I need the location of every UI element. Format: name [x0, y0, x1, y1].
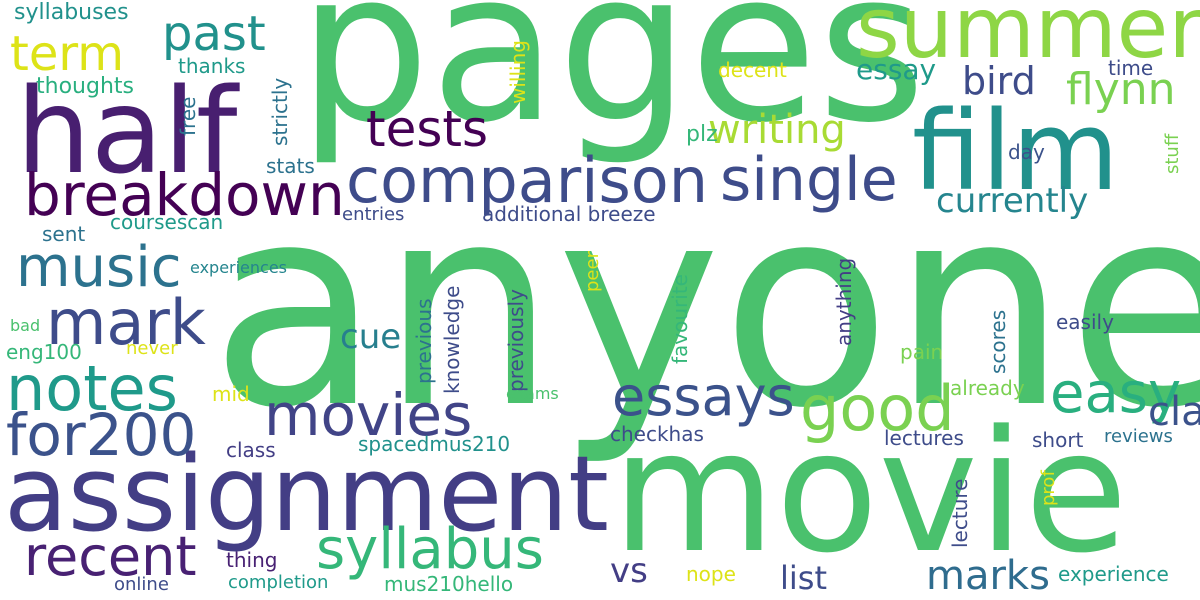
- word-knowledge: knowledge: [440, 285, 464, 394]
- word-never: never: [126, 338, 178, 359]
- word-flynn: flynn: [1066, 64, 1176, 115]
- word-anything: anything: [832, 257, 856, 346]
- word-currently: currently: [936, 181, 1089, 221]
- word-previous: previous: [412, 298, 436, 384]
- word-syllabus: syllabus: [316, 517, 544, 582]
- word-mark: mark: [46, 286, 206, 359]
- word-free: free: [176, 96, 200, 136]
- word-favourite: favourite: [668, 274, 692, 364]
- word-for200: for200: [6, 401, 197, 469]
- word-movies: movies: [264, 381, 473, 449]
- word-writing: writing: [708, 107, 846, 153]
- word-movie: movie: [612, 394, 1128, 590]
- word-bird: bird: [962, 59, 1036, 103]
- word-easy: easy: [1050, 361, 1182, 426]
- word-single: single: [720, 145, 898, 215]
- word-lecture: lecture: [948, 478, 972, 548]
- word-list: list: [780, 559, 827, 597]
- word-strictly: strictly: [268, 77, 292, 146]
- word-exams: exams: [506, 384, 559, 403]
- word-summer: summer: [856, 0, 1200, 77]
- word-class: class: [226, 438, 276, 462]
- word-nope: nope: [686, 562, 736, 586]
- word-spacedmus210: spacedmus210: [358, 432, 511, 456]
- word-stuff: stuff: [1162, 133, 1183, 174]
- word-coursescan: coursescan: [110, 210, 224, 234]
- word-mus210hello: mus210hello: [384, 572, 514, 596]
- word-prof: prof: [1038, 470, 1059, 506]
- word-lectures: lectures: [884, 426, 964, 450]
- word-decent: decent: [718, 58, 787, 82]
- word-scores: scores: [986, 309, 1010, 374]
- word-entries: entries: [342, 204, 405, 225]
- word-short: short: [1032, 428, 1084, 452]
- word-mid: mid: [212, 382, 250, 406]
- word-experiences: experiences: [190, 258, 288, 277]
- word-syllabuses: syllabuses: [14, 0, 129, 25]
- word-checkhas: checkhas: [610, 422, 704, 446]
- word-eng100: eng100: [6, 340, 82, 364]
- word-plz: plz: [686, 122, 718, 147]
- word-time: time: [1108, 56, 1154, 80]
- word-completion: completion: [228, 572, 329, 593]
- word-willing: willing: [506, 40, 530, 104]
- word-bad: bad: [10, 316, 41, 335]
- word-comparison: comparison: [346, 144, 709, 217]
- word-essay: essay: [856, 53, 937, 86]
- word-already: already: [950, 376, 1025, 400]
- word-recent: recent: [24, 525, 197, 588]
- word-sent: sent: [42, 222, 86, 246]
- word-music: music: [16, 235, 182, 300]
- word-good: good: [800, 372, 955, 445]
- word-stats: stats: [266, 154, 315, 178]
- word-cue: cue: [340, 317, 402, 357]
- word-vs: vs: [610, 551, 648, 591]
- word-essays: essays: [612, 365, 795, 428]
- word-additional-breeze: additional breeze: [482, 202, 656, 226]
- word-past: past: [162, 6, 266, 62]
- word-thing: thing: [226, 548, 278, 572]
- word-experience: experience: [1058, 562, 1169, 586]
- word-tests: tests: [366, 100, 489, 158]
- word-thanks: thanks: [178, 54, 246, 78]
- word-classes: classes: [1148, 389, 1200, 435]
- word-film: film: [912, 87, 1120, 215]
- word-day: day: [1008, 140, 1045, 164]
- word-peer: peer: [582, 251, 603, 292]
- word-online: online: [114, 574, 169, 595]
- word-assignment: assignment: [4, 433, 609, 555]
- word-marks: marks: [926, 553, 1050, 599]
- word-pain: pain: [900, 340, 944, 364]
- word-notes: notes: [6, 352, 178, 425]
- word-reviews: reviews: [1104, 426, 1173, 447]
- word-anyone: anyone: [210, 145, 1200, 469]
- word-term: term: [10, 26, 124, 82]
- word-previously: previously: [504, 289, 528, 392]
- word-easily: easily: [1056, 310, 1114, 334]
- word-half: half: [16, 62, 238, 200]
- word-breakdown: breakdown: [24, 161, 345, 229]
- word-thoughts: thoughts: [36, 74, 134, 99]
- word-pages: pages: [298, 0, 926, 169]
